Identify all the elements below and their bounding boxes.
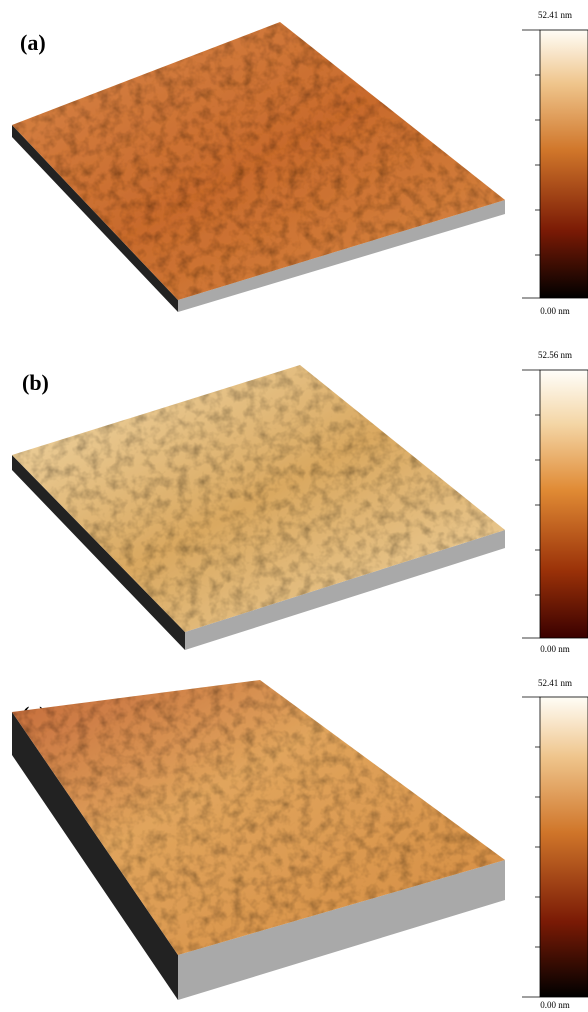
panel-label: (b) bbox=[22, 370, 49, 395]
panel-label: (a) bbox=[20, 30, 46, 55]
panel-c: (c) 52.41 nm 0.00 nm bbox=[12, 678, 588, 1010]
panel-b: (b) 52.56 nm 0.00 nm bbox=[12, 350, 588, 654]
color-bar bbox=[540, 370, 588, 638]
panel-a: (a) 52.41 nm 0.00 nm bbox=[12, 10, 588, 316]
afm-surface bbox=[12, 365, 505, 632]
scale-max: 52.56 nm bbox=[538, 350, 572, 360]
scale-max: 52.41 nm bbox=[538, 10, 572, 20]
scale-ticks bbox=[522, 370, 540, 638]
afm-surface bbox=[12, 22, 505, 300]
color-bar bbox=[540, 30, 588, 298]
scale-max: 52.41 nm bbox=[538, 678, 572, 688]
scale-min: 0.00 nm bbox=[540, 644, 570, 654]
color-bar bbox=[540, 697, 588, 997]
scale-ticks bbox=[522, 697, 540, 997]
scale-ticks bbox=[522, 30, 540, 298]
figure: (a) 52.41 nm 0.00 nm (b) 52.56 nm 0.00 n… bbox=[0, 0, 588, 1012]
scale-min: 0.00 nm bbox=[540, 1000, 570, 1010]
scale-min: 0.00 nm bbox=[540, 306, 570, 316]
